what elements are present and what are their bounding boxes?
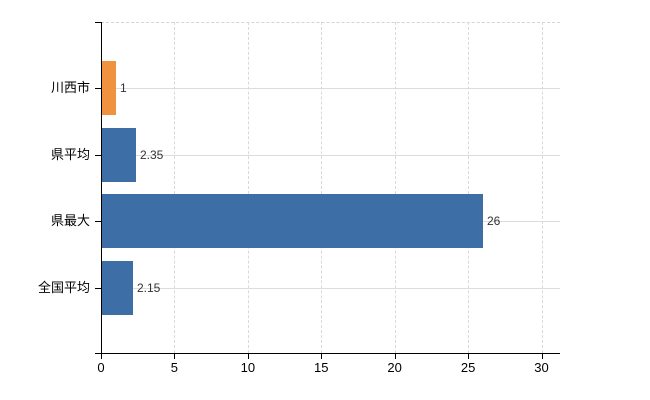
x-tick-label: 25	[460, 360, 476, 375]
y-gridline	[101, 154, 560, 156]
x-gridline	[321, 22, 323, 353]
x-tick-label: 0	[97, 360, 105, 375]
x-gridline	[174, 22, 176, 353]
x-axis-tick	[468, 354, 470, 359]
bar	[102, 194, 483, 248]
bar	[102, 127, 136, 182]
x-axis-tick	[321, 354, 323, 359]
y-gridline	[101, 88, 560, 89]
bar	[102, 61, 116, 115]
x-axis-tick	[247, 354, 249, 359]
x-tick-label: 10	[240, 360, 256, 375]
y-axis-end-tick	[95, 22, 101, 23]
x-axis-tick	[394, 354, 396, 359]
x-tick-label: 15	[314, 360, 329, 375]
y-gridline	[101, 287, 560, 289]
bar-value-label: 2.35	[140, 147, 164, 162]
x-tick-label: 20	[387, 360, 402, 375]
x-gridline	[247, 22, 249, 353]
x-axis-tick	[101, 354, 102, 359]
category-label: 県最大	[50, 213, 90, 228]
y-axis-line	[101, 22, 102, 354]
x-gridline	[541, 22, 543, 353]
x-tick-label: 30	[534, 360, 549, 375]
bar-value-label: 1	[120, 81, 127, 95]
x-tick-label: 5	[170, 360, 179, 375]
y-axis-tick	[95, 287, 101, 289]
bar	[102, 260, 133, 315]
plot-top-border	[101, 22, 560, 23]
category-label: 川西市	[50, 80, 90, 95]
y-axis-end-tick	[95, 353, 101, 354]
y-axis-tick	[95, 221, 101, 222]
x-axis-tick	[541, 354, 543, 359]
category-label: 全国平均	[37, 279, 90, 295]
y-axis-tick	[95, 154, 101, 156]
x-gridline	[394, 22, 396, 353]
x-axis-line	[101, 353, 560, 354]
y-axis-tick	[95, 88, 101, 89]
bar-value-label: 2.15	[137, 280, 161, 295]
category-label: 県平均	[50, 146, 90, 162]
x-axis-tick	[174, 354, 176, 359]
x-gridline	[468, 22, 470, 353]
bar-value-label: 26	[487, 214, 501, 228]
